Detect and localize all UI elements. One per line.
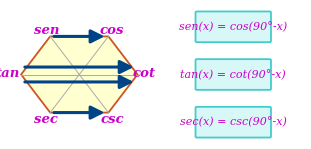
Text: sen(x) = cos(90°-x): sen(x) = cos(90°-x)	[179, 21, 287, 32]
Text: csc: csc	[100, 113, 124, 126]
FancyBboxPatch shape	[196, 107, 271, 138]
Text: cot: cot	[132, 67, 155, 80]
Text: sec(x) = csc(90°-x): sec(x) = csc(90°-x)	[180, 117, 287, 128]
FancyBboxPatch shape	[196, 59, 271, 90]
FancyBboxPatch shape	[196, 11, 271, 42]
Text: cos: cos	[100, 24, 124, 37]
Text: tan(x) = cot(90°-x): tan(x) = cot(90°-x)	[180, 69, 286, 80]
Polygon shape	[21, 36, 137, 113]
Text: sen: sen	[34, 24, 59, 37]
Text: tan: tan	[0, 67, 20, 80]
Text: sec: sec	[35, 113, 58, 126]
